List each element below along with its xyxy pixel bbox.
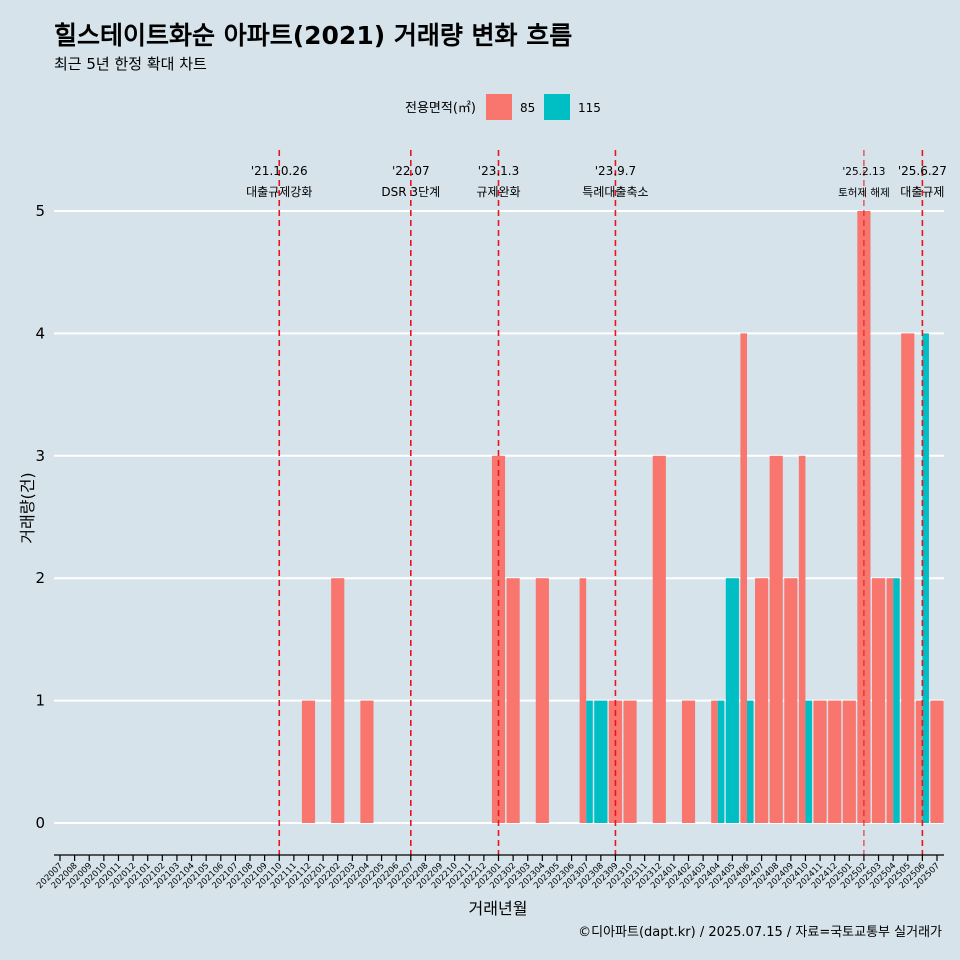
event-date: '25.2.13 (842, 166, 885, 178)
event-label: DSR 3단계 (381, 185, 440, 199)
event-date: '25.6.27 (898, 164, 947, 178)
bar-202504-85 (886, 578, 894, 823)
legend: 전용면적(㎡) 85 115 (405, 94, 601, 120)
bar-202501-85 (842, 700, 856, 823)
bar-202404-115 (717, 700, 725, 823)
bar-202409-85 (784, 578, 798, 823)
bar-202202-85 (331, 578, 345, 823)
bar-202410-115 (805, 700, 813, 823)
bar-202412-85 (828, 700, 842, 823)
event-label: 규제완화 (476, 185, 520, 199)
bar-202502-85 (857, 211, 871, 823)
bar-202307-85 (579, 578, 587, 823)
legend-label-85: 85 (520, 101, 535, 115)
event-date: '23.9.7 (595, 164, 636, 178)
y-tick-label: 0 (35, 814, 45, 832)
bar-202411-85 (813, 700, 827, 823)
y-tick-label: 4 (35, 324, 45, 342)
y-tick-label: 1 (35, 692, 45, 710)
bar-202410-85 (798, 455, 806, 823)
bar-202112-85 (301, 700, 316, 823)
legend-swatch-115 (544, 94, 570, 120)
bar-202404-85 (711, 700, 718, 823)
caption: ©디아파트(dapt.kr) / 2025.07.15 / 자료=국토교통부 실… (578, 925, 942, 940)
y-tick-labels: 0 1 2 3 4 5 (35, 202, 45, 832)
x-axis-label: 거래년월 (469, 899, 528, 918)
bar-202507-85 (930, 700, 944, 823)
event-date: '21.10.26 (251, 164, 308, 178)
event-label: 대출규제 (900, 185, 944, 199)
bar-202505-85 (901, 333, 915, 823)
y-tick-label: 5 (35, 202, 45, 220)
event-date: '23.1.3 (478, 164, 519, 178)
y-tick-label: 3 (35, 447, 45, 465)
bar-202503-85 (871, 578, 886, 823)
bar-202307-115 (586, 700, 593, 823)
event-markers: '21.10.26 대출규제강화 '22.07 DSR 3단계 '23.1.3 규제완화 '… (246, 150, 947, 855)
bar-202402-85 (681, 700, 696, 823)
legend-swatch-85 (486, 94, 512, 120)
bar-202406-85 (740, 333, 747, 823)
chart-title: 힐스테이트화순 아파트(2021) 거래량 변화 흐름 (54, 21, 572, 50)
bar-202301-85 (491, 455, 506, 823)
y-tick-label: 2 (35, 569, 45, 587)
y-axis-label: 거래량(건) (18, 472, 37, 543)
event-label: 토허제 해제 (838, 186, 890, 199)
bar-202406-115 (746, 700, 754, 823)
bar-202405-115 (725, 578, 739, 823)
legend-title: 전용면적(㎡) (405, 101, 476, 116)
bar-202506-85 (915, 700, 923, 823)
bar-202302-85 (506, 578, 520, 823)
legend-label-115: 115 (578, 101, 601, 115)
event-date: '22.07 (392, 164, 430, 178)
bar-202504-115 (893, 578, 900, 823)
bar-202310-85 (623, 700, 637, 823)
bar-202204-85 (360, 700, 374, 823)
bar-202408-85 (769, 455, 783, 823)
event-label: 대출규제강화 (246, 185, 312, 199)
bar-202308-115 (594, 700, 608, 823)
chart-subtitle: 최근 5년 한정 확대 차트 (54, 55, 207, 73)
bars (301, 211, 944, 823)
x-axis: 2020072020082020092020102020112020122021… (35, 854, 944, 891)
bar-202304-85 (535, 578, 549, 823)
bar-202506-115 (922, 333, 929, 823)
bar-202312-85 (652, 455, 666, 823)
event-label: 특례대출축소 (582, 185, 648, 199)
bar-202407-85 (755, 578, 769, 823)
